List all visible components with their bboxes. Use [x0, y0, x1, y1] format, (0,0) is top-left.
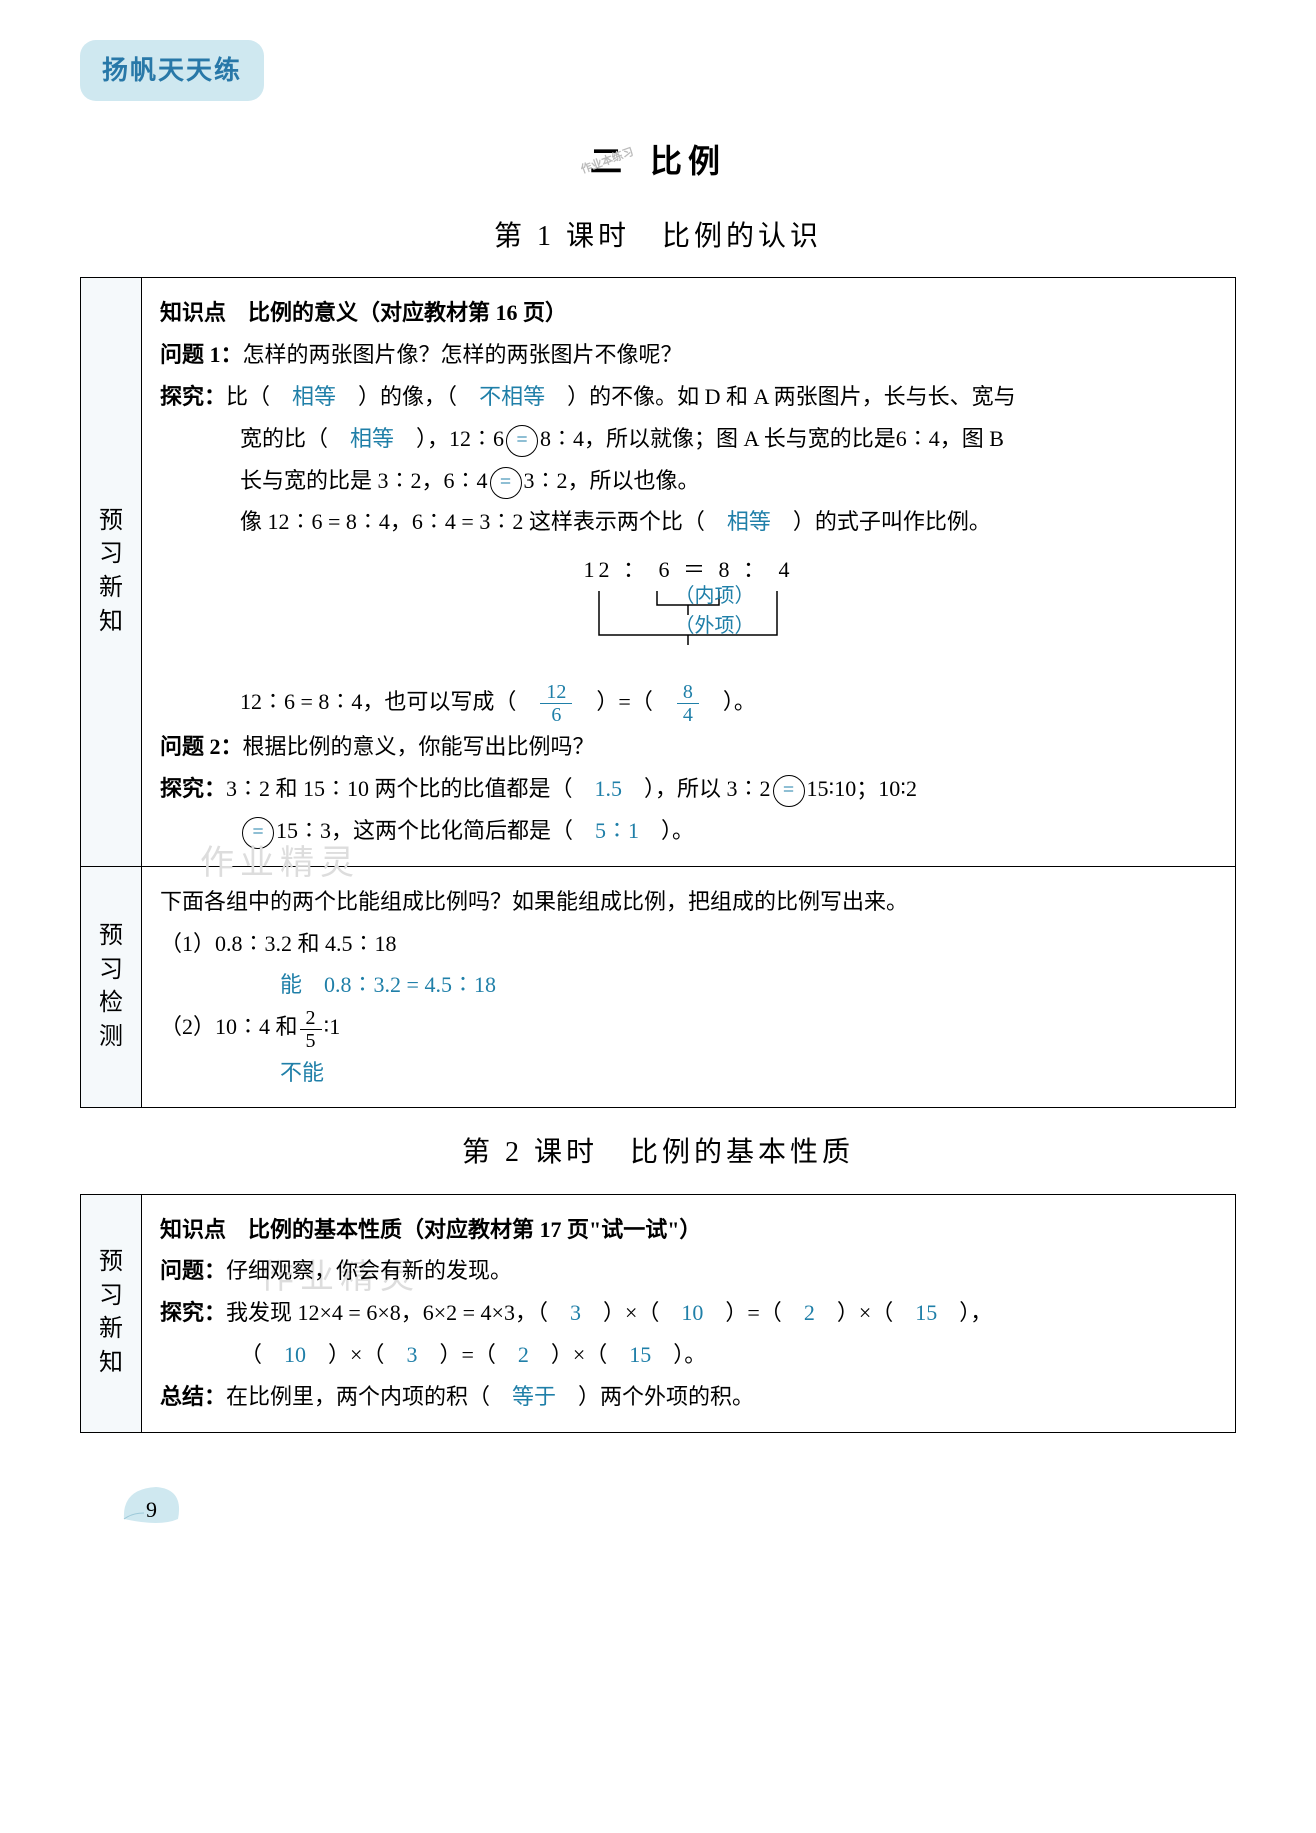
q2-text: 根据比例的意义，你能写出比例吗？: [243, 734, 595, 759]
l2a: 宽的比（: [240, 426, 350, 451]
a3: 2: [804, 1300, 815, 1325]
a4: 15: [915, 1300, 937, 1325]
ans-5-1: 5∶1: [595, 818, 639, 843]
l2b: ），12∶6: [394, 426, 504, 451]
ratio-bracket-diagram: 12 ： 6 ＝ 8 ： 4 （内项） （外项）: [509, 549, 869, 655]
q-label2: 问题：: [160, 1258, 226, 1283]
check1-a1: 能: [280, 972, 302, 997]
explore-label3: 探究：: [160, 1300, 226, 1325]
a2: 10: [681, 1300, 703, 1325]
l4b: ）的式子叫作比例。: [771, 509, 991, 534]
q2-label: 问题 2：: [160, 734, 243, 759]
a8: 15: [629, 1342, 651, 1367]
sum-b: ）两个外项的积。: [556, 1384, 754, 1409]
a6: 3: [406, 1342, 417, 1367]
check2-frac: 25: [300, 1007, 322, 1052]
page-number: 9: [146, 1489, 157, 1531]
circled-eq2: =: [490, 467, 522, 499]
l5a: 12∶6 = 8∶4，也可以写成（: [240, 689, 538, 714]
l6b: ），所以 3∶2: [622, 776, 771, 801]
circled-eq1: =: [506, 425, 538, 457]
leaf-icon: 9: [120, 1483, 190, 1527]
circled-eq3: =: [773, 775, 805, 807]
a7: 2: [518, 1342, 529, 1367]
side-label-check: 预习检测: [81, 866, 142, 1108]
side-label-preview2: 预习新知: [81, 1194, 142, 1432]
l7b: ）。: [639, 818, 694, 843]
page-footer: 9: [120, 1483, 1236, 1541]
l4a: 像 12∶6 = 8∶4，6∶4 = 3∶2 这样表示两个比（: [240, 509, 727, 534]
ans-equal2: 相等: [350, 426, 394, 451]
explore-label2: 探究：: [160, 776, 226, 801]
ans-equal1: 相等: [292, 384, 336, 409]
lesson1-title: 第 1 课时 比例的认识: [80, 210, 1236, 263]
sum-a: 在比例里，两个内项的积（: [226, 1384, 512, 1409]
l1c: ）的不像。如 D 和 A 两张图片，长与长、宽与: [545, 384, 1016, 409]
check2-qb: ∶1: [324, 1014, 341, 1039]
check1-q: （1）0.8∶3.2 和 4.5∶18: [160, 923, 1217, 965]
chapter-name: 比例: [650, 143, 726, 179]
sum-ans: 等于: [512, 1384, 556, 1409]
q-text2: 仔细观察，你会有新的发现。: [226, 1258, 512, 1283]
e2a: （: [240, 1342, 284, 1367]
l5b: ）=（: [574, 689, 674, 714]
lesson2-preview-content: 知识点 比例的基本性质（对应教材第 17 页"试一试"） 问题：仔细观察，你会有…: [142, 1194, 1236, 1432]
ans-neq: 不相等: [479, 384, 545, 409]
series-badge: 扬帆天天练: [80, 40, 264, 101]
l1b: ）的像，（: [336, 384, 479, 409]
e1b: ）×（: [581, 1300, 681, 1325]
a5: 10: [284, 1342, 306, 1367]
frac1: 126: [540, 681, 572, 726]
ans-equal3: 相等: [727, 509, 771, 534]
e2d: ）×（: [529, 1342, 629, 1367]
e2c: ）=（: [417, 1342, 517, 1367]
knowledge-point-heading: 知识点 比例的意义（对应教材第 16 页）: [160, 292, 1217, 334]
e2e: ）。: [651, 1342, 706, 1367]
check2-a: 不能: [280, 1060, 324, 1085]
lesson1-preview-content: 知识点 比例的意义（对应教材第 16 页） 问题 1：怎样的两张图片像？怎样的两…: [142, 278, 1236, 866]
ans-1-5: 1.5: [595, 776, 623, 801]
l3b: 3∶2，所以也像。: [524, 468, 700, 493]
lesson2-table: 预习新知 知识点 比例的基本性质（对应教材第 17 页"试一试"） 问题：仔细观…: [80, 1194, 1236, 1433]
e1c: ）=（: [703, 1300, 803, 1325]
l3a: 长与宽的比是 3∶2，6∶4: [240, 468, 488, 493]
watermark1: 作业精灵: [200, 832, 360, 897]
l6a: 3∶2 和 15∶10 两个比的比值都是（: [226, 776, 595, 801]
check1-a2: 0.8∶3.2 = 4.5∶18: [324, 972, 496, 997]
lesson1-check-content: 下面各组中的两个比能组成比例吗？如果能组成比例，把组成的比例写出来。 （1）0.…: [142, 866, 1236, 1108]
chapter-title: 二 作业本练习 比例: [80, 131, 1236, 192]
a1: 3: [570, 1300, 581, 1325]
e1e: ），: [937, 1300, 992, 1325]
l1a: 比（: [226, 384, 292, 409]
diagram-outer-label: （外项）: [675, 607, 755, 645]
frac2: 84: [677, 681, 699, 726]
side-label-preview: 预习新知: [81, 278, 142, 866]
lesson1-table: 预习新知 知识点 比例的意义（对应教材第 16 页） 问题 1：怎样的两张图片像…: [80, 277, 1236, 1108]
l6c: 15∶10；10∶2: [807, 776, 917, 801]
l2c: 8∶4，所以就像；图 A 长与宽的比是6∶4，图 B: [540, 426, 1004, 451]
kp2-heading: 知识点 比例的基本性质（对应教材第 17 页"试一试"）: [160, 1209, 1217, 1251]
q1-text: 怎样的两张图片像？怎样的两张图片不像呢？: [243, 342, 683, 367]
check2-qa: （2）10∶4 和: [160, 1014, 298, 1039]
e2b: ）×（: [306, 1342, 406, 1367]
explore-label: 探究：: [160, 384, 226, 409]
sum-label: 总结：: [160, 1384, 226, 1409]
lesson2-title: 第 2 课时 比例的基本性质: [80, 1126, 1236, 1179]
q1-label: 问题 1：: [160, 342, 243, 367]
l5c: ）。: [701, 689, 756, 714]
e1d: ）×（: [815, 1300, 915, 1325]
